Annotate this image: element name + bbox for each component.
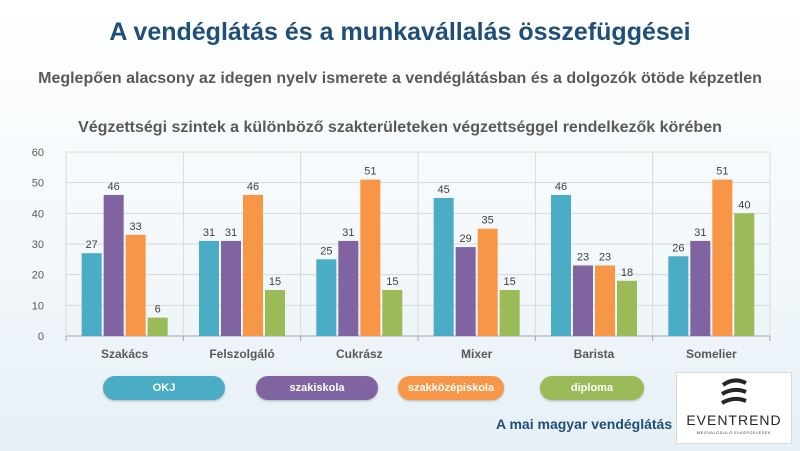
bar	[81, 253, 102, 336]
data-label: 31	[342, 227, 354, 239]
bar	[360, 179, 381, 336]
legend-item: OKJ	[103, 376, 225, 400]
y-tick-label: 30	[32, 239, 44, 251]
data-label: 51	[364, 166, 376, 178]
bar	[103, 194, 124, 336]
y-tick-label: 50	[32, 178, 44, 190]
bar	[617, 280, 637, 336]
data-label: 25	[320, 245, 332, 257]
data-label: 23	[577, 251, 589, 263]
data-label: 26	[672, 242, 684, 254]
y-tick-label: 40	[32, 208, 44, 220]
data-label: 29	[460, 233, 472, 245]
data-label: 45	[438, 184, 450, 196]
slide-title: A vendéglátás és a munkavállalás összefü…	[109, 18, 691, 46]
x-tick-label: Mixer	[461, 347, 493, 361]
bar	[668, 256, 689, 336]
y-tick-label: 0	[38, 331, 44, 343]
bar	[433, 198, 454, 336]
legend-item: szakiskola	[256, 376, 378, 400]
eventrend-logo: EVENTREND MEGVALÓSULÓ ELKÉPZELÉSEK	[676, 372, 792, 444]
bar	[265, 290, 285, 336]
x-tick-label: Barista	[574, 347, 615, 361]
data-label: 31	[225, 227, 237, 239]
bar	[147, 317, 168, 336]
bar	[316, 259, 337, 336]
x-tick-label: Felszolgáló	[209, 347, 274, 361]
bar	[455, 247, 476, 336]
data-label: 15	[386, 276, 398, 288]
legend-item: diploma	[540, 376, 644, 400]
bar	[690, 240, 711, 336]
bar	[712, 179, 733, 336]
x-tick-label: Somelier	[686, 347, 737, 361]
bar	[551, 194, 571, 336]
bar	[199, 240, 219, 336]
bar	[338, 240, 359, 336]
data-label: 46	[108, 181, 120, 193]
data-label: 33	[130, 221, 142, 233]
data-label: 35	[482, 215, 494, 227]
logo-name: EVENTREND	[686, 412, 782, 428]
data-label: 15	[504, 276, 516, 288]
bar	[595, 265, 615, 336]
y-tick-label: 20	[32, 270, 44, 282]
bar	[499, 290, 520, 336]
data-label: 46	[555, 181, 567, 193]
chart-title: Végzettségi szintek a különböző szakterü…	[78, 119, 722, 136]
logo-mark-icon	[720, 378, 747, 405]
bar	[382, 290, 403, 336]
bar	[243, 194, 263, 336]
data-label: 40	[738, 199, 750, 211]
x-tick-label: Cukrász	[336, 347, 383, 361]
bar	[477, 228, 498, 336]
x-tick-label: Szakács	[101, 347, 149, 361]
data-label: 31	[694, 227, 706, 239]
y-tick-label: 10	[32, 300, 44, 312]
bar	[573, 265, 593, 336]
bar	[221, 240, 241, 336]
data-label: 6	[155, 304, 161, 316]
legend-item: szakközépiskola	[398, 376, 504, 400]
data-label: 31	[203, 227, 215, 239]
slide-subtitle: Meglepően alacsony az idegen nyelv ismer…	[38, 70, 762, 87]
data-label: 51	[716, 166, 728, 178]
data-label: 27	[86, 239, 98, 251]
logo-tagline: MEGVALÓSULÓ ELKÉPZELÉSEK	[696, 430, 772, 435]
footer-text: A mai magyar vendéglátás	[496, 416, 673, 432]
data-label: 18	[621, 267, 633, 279]
data-label: 23	[599, 251, 611, 263]
bar	[734, 213, 755, 336]
data-label: 46	[247, 181, 259, 193]
y-tick-label: 60	[32, 147, 44, 159]
data-label: 15	[269, 276, 281, 288]
bar	[125, 234, 146, 336]
